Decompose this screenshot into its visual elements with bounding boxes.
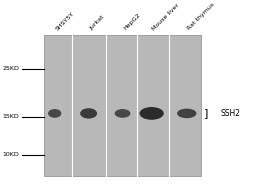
Ellipse shape <box>80 108 97 119</box>
Text: Mouse liver: Mouse liver <box>152 2 181 31</box>
Ellipse shape <box>48 109 61 118</box>
Text: SSH2: SSH2 <box>221 109 241 118</box>
Text: 25KD: 25KD <box>3 66 19 71</box>
Text: SHSY5Y: SHSY5Y <box>55 11 75 31</box>
Ellipse shape <box>140 107 164 120</box>
Text: Rat thymus: Rat thymus <box>187 2 216 31</box>
Text: 10KD: 10KD <box>3 152 19 157</box>
Text: HepG2: HepG2 <box>123 13 141 31</box>
Ellipse shape <box>115 109 131 118</box>
FancyBboxPatch shape <box>44 35 201 176</box>
Text: ]: ] <box>204 108 208 118</box>
Ellipse shape <box>177 109 196 118</box>
Text: 15KD: 15KD <box>3 114 19 119</box>
Text: Jurkat: Jurkat <box>89 15 105 31</box>
